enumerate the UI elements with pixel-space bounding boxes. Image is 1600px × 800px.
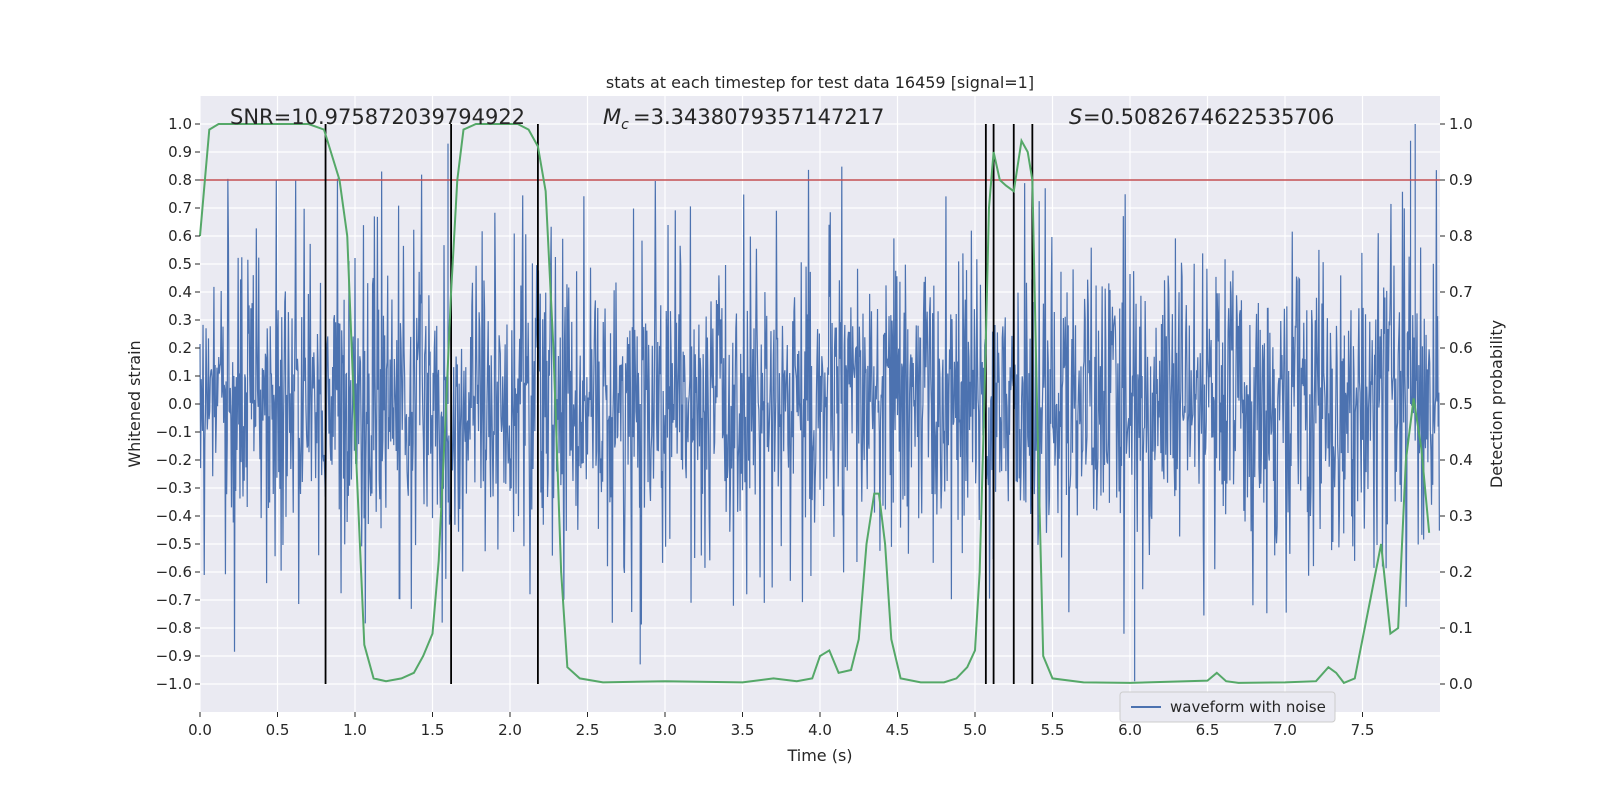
y-tick-label: −0.9 bbox=[156, 647, 192, 665]
y-tick-label: 0.4 bbox=[168, 283, 192, 301]
noise-trace bbox=[199, 124, 1440, 682]
y2-tick-label: 0.1 bbox=[1449, 619, 1473, 637]
y2-axis-label: Detection probability bbox=[1487, 320, 1506, 488]
vertical-markers bbox=[324, 124, 1034, 684]
x-axis-ticks: 0.0 0.5 1.0 1.5 2.0 2.5 3.0 3.5 4.0 4.5 5.0 5.5 6.0 6… bbox=[188, 712, 1374, 739]
detection-probability-line bbox=[199, 123, 1431, 685]
x-tick-label: 6.0 bbox=[1118, 721, 1142, 739]
x-tick-label: 5.0 bbox=[963, 721, 987, 739]
y-tick-label: −0.7 bbox=[156, 591, 192, 609]
x-tick-label: 4.5 bbox=[886, 721, 910, 739]
detection-probability-series bbox=[199, 123, 1431, 685]
y-tick-label: 0.2 bbox=[168, 339, 192, 357]
y-tick-label: −0.6 bbox=[156, 563, 192, 581]
svg-text:=0.5082674622535706: =0.5082674622535706 bbox=[1083, 105, 1334, 129]
waveform-with-noise-series bbox=[199, 124, 1440, 682]
y-tick-label: 0.3 bbox=[168, 311, 192, 329]
y-tick-label: −1.0 bbox=[156, 675, 192, 693]
x-tick-label: 1.5 bbox=[421, 721, 445, 739]
y-tick-label: 0.8 bbox=[168, 171, 192, 189]
legend-box bbox=[1119, 691, 1336, 723]
y2-tick-label: 0.5 bbox=[1449, 395, 1473, 413]
y2-axis-ticks: 1.0 0.9 0.8 0.7 0.6 0.5 0.4 0.3 0.2 0.1 0.0 bbox=[1440, 115, 1473, 693]
y-tick-label: 0.1 bbox=[168, 367, 192, 385]
x-tick-label: 3.5 bbox=[731, 721, 755, 739]
x-tick-label: 2.0 bbox=[498, 721, 522, 739]
y-tick-label: −0.5 bbox=[156, 535, 192, 553]
y2-tick-label: 0.9 bbox=[1449, 171, 1473, 189]
y2-tick-label: 0.3 bbox=[1449, 507, 1473, 525]
chart-title: stats at each timestep for test data 164… bbox=[606, 73, 1034, 92]
y2-tick-label: 0.8 bbox=[1449, 227, 1473, 245]
x-tick-label: 7.0 bbox=[1273, 721, 1297, 739]
y-tick-label: 0.9 bbox=[168, 143, 192, 161]
annotation-snr: SNR=10.975872039794922 bbox=[230, 105, 525, 129]
y2-tick-label: 0.6 bbox=[1449, 339, 1473, 357]
y-tick-label: 0.0 bbox=[168, 395, 192, 413]
y2-tick-label: 0.2 bbox=[1449, 563, 1473, 581]
y-tick-label: −0.2 bbox=[156, 451, 192, 469]
legend: waveform with noise bbox=[1119, 691, 1336, 723]
x-tick-label: 4.0 bbox=[808, 721, 832, 739]
x-tick-label: 2.5 bbox=[576, 721, 600, 739]
x-tick-label: 6.5 bbox=[1196, 721, 1220, 739]
x-tick-label: 0.0 bbox=[188, 721, 212, 739]
x-axis-label: Time (s) bbox=[786, 746, 852, 765]
svg-text:=3.3438079357147217: =3.3438079357147217 bbox=[633, 105, 884, 129]
y-tick-label: 0.6 bbox=[168, 227, 192, 245]
x-tick-label: 5.5 bbox=[1041, 721, 1065, 739]
annotation-s: S =0.5082674622535706 bbox=[1069, 105, 1334, 129]
y-axis-ticks: 1.0 0.9 0.8 0.7 0.6 0.5 0.4 0.3 0.2 0.1 0.0 −0.1 −0.… bbox=[156, 115, 200, 693]
x-tick-label: 1.0 bbox=[343, 721, 367, 739]
annotation-mc: Mc =3.3438079357147217 bbox=[603, 105, 884, 133]
x-tick-label: 0.5 bbox=[266, 721, 290, 739]
y-tick-label: −0.4 bbox=[156, 507, 192, 525]
y-tick-label: 0.7 bbox=[168, 199, 192, 217]
y2-tick-label: 0.4 bbox=[1449, 451, 1473, 469]
x-tick-label: 3.0 bbox=[653, 721, 677, 739]
y-tick-label: 1.0 bbox=[168, 115, 192, 133]
y2-tick-label: 0.0 bbox=[1449, 675, 1473, 693]
y2-tick-label: 0.7 bbox=[1449, 283, 1473, 301]
y-tick-label: −0.1 bbox=[156, 423, 192, 441]
y-axis-label: Whitened strain bbox=[125, 340, 144, 467]
y-tick-label: 0.5 bbox=[168, 255, 192, 273]
svg-text:S: S bbox=[1069, 105, 1082, 129]
legend-label: waveform with noise bbox=[1170, 698, 1326, 716]
y-tick-label: −0.8 bbox=[156, 619, 192, 637]
x-tick-label: 7.5 bbox=[1351, 721, 1375, 739]
y2-tick-label: 1.0 bbox=[1449, 115, 1473, 133]
y-tick-label: −0.3 bbox=[156, 479, 192, 497]
